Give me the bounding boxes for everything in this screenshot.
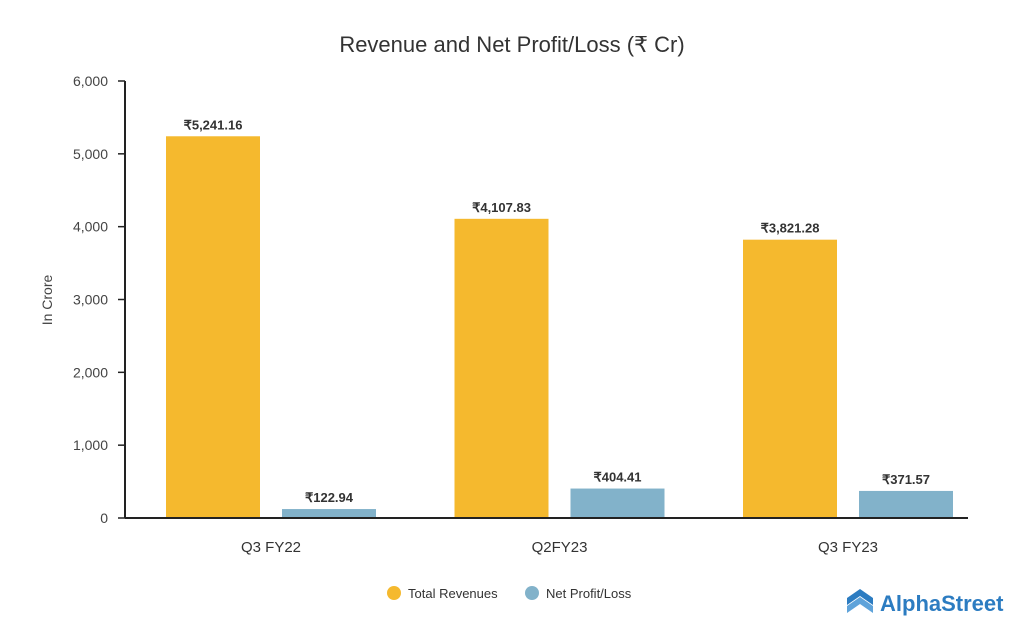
y-tick-label: 0 xyxy=(100,510,108,526)
y-tick-label: 3,000 xyxy=(73,292,108,308)
bar-net-profit-loss-0 xyxy=(282,509,376,518)
y-tick-label: 1,000 xyxy=(73,437,108,453)
data-label: ₹3,821.28 xyxy=(761,221,820,236)
logo-chevron-icon xyxy=(847,589,873,613)
legend-label: Net Profit/Loss xyxy=(546,586,632,601)
data-label: ₹5,241.16 xyxy=(184,117,243,132)
x-tick-label: Q3 FY22 xyxy=(241,539,301,556)
logo-text: AlphaStreet xyxy=(880,591,1004,616)
bar-total-revenues-0 xyxy=(166,136,260,518)
bar-total-revenues-2 xyxy=(743,239,837,518)
data-label: ₹122.94 xyxy=(305,490,354,505)
data-label: ₹371.57 xyxy=(882,472,930,487)
y-tick-label: 4,000 xyxy=(73,219,108,235)
legend-marker xyxy=(525,586,539,600)
bar-net-profit-loss-2 xyxy=(859,490,953,518)
y-tick-label: 6,000 xyxy=(73,73,108,89)
bar-total-revenues-1 xyxy=(454,218,549,518)
legend-marker xyxy=(387,586,401,600)
legend-label: Total Revenues xyxy=(408,586,498,601)
bar-net-profit-loss-1 xyxy=(570,488,665,518)
y-axis-label: In Crore xyxy=(39,275,55,326)
alphastreet-logo: AlphaStreet xyxy=(847,589,1004,616)
chart-title: Revenue and Net Profit/Loss (₹ Cr) xyxy=(339,32,684,57)
data-label: ₹404.41 xyxy=(593,470,641,485)
y-tick-label: 2,000 xyxy=(73,364,108,380)
data-label: ₹4,107.83 xyxy=(472,200,531,215)
x-tick-label: Q3 FY23 xyxy=(818,539,878,556)
y-tick-label: 5,000 xyxy=(73,146,108,162)
x-tick-label: Q2FY23 xyxy=(532,539,588,556)
